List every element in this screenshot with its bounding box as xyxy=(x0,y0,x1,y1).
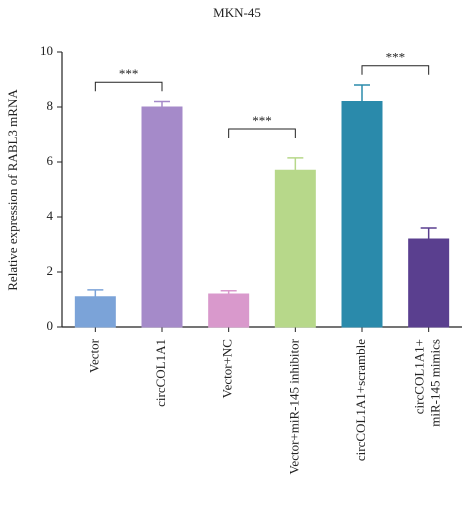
bar xyxy=(141,106,183,328)
x-tick-label: Vector+miR-145 inhibitor xyxy=(286,338,301,474)
y-axis-label: Relative expression of RABL3 mRNA xyxy=(5,89,20,291)
significance-bracket xyxy=(228,128,296,138)
y-tick-label: 8 xyxy=(47,98,54,113)
significance-bracket xyxy=(94,81,163,92)
y-tick-label: 10 xyxy=(40,43,53,58)
x-tick-label: Vector+NC xyxy=(220,339,235,398)
x-tick-label: circCOL1A1+miR-145 mimics xyxy=(412,339,443,427)
x-tick-label: circCOL1A1 xyxy=(153,339,168,407)
y-tick-label: 2 xyxy=(47,263,54,278)
chart-title: MKN-45 xyxy=(213,5,261,20)
y-tick-label: 0 xyxy=(47,318,54,333)
y-tick-label: 6 xyxy=(47,153,54,168)
bar xyxy=(341,101,383,328)
bar xyxy=(274,169,316,328)
x-tick-label: circCOL1A1+scramble xyxy=(353,339,368,461)
significance-bracket xyxy=(361,65,430,75)
significance-label: *** xyxy=(252,113,272,128)
bar xyxy=(74,296,116,328)
significance-label: *** xyxy=(386,50,406,65)
bar xyxy=(208,293,250,328)
significance-label: *** xyxy=(119,66,139,81)
y-tick-label: 4 xyxy=(47,208,54,223)
bar xyxy=(408,238,450,328)
x-tick-label: Vector xyxy=(86,338,101,373)
